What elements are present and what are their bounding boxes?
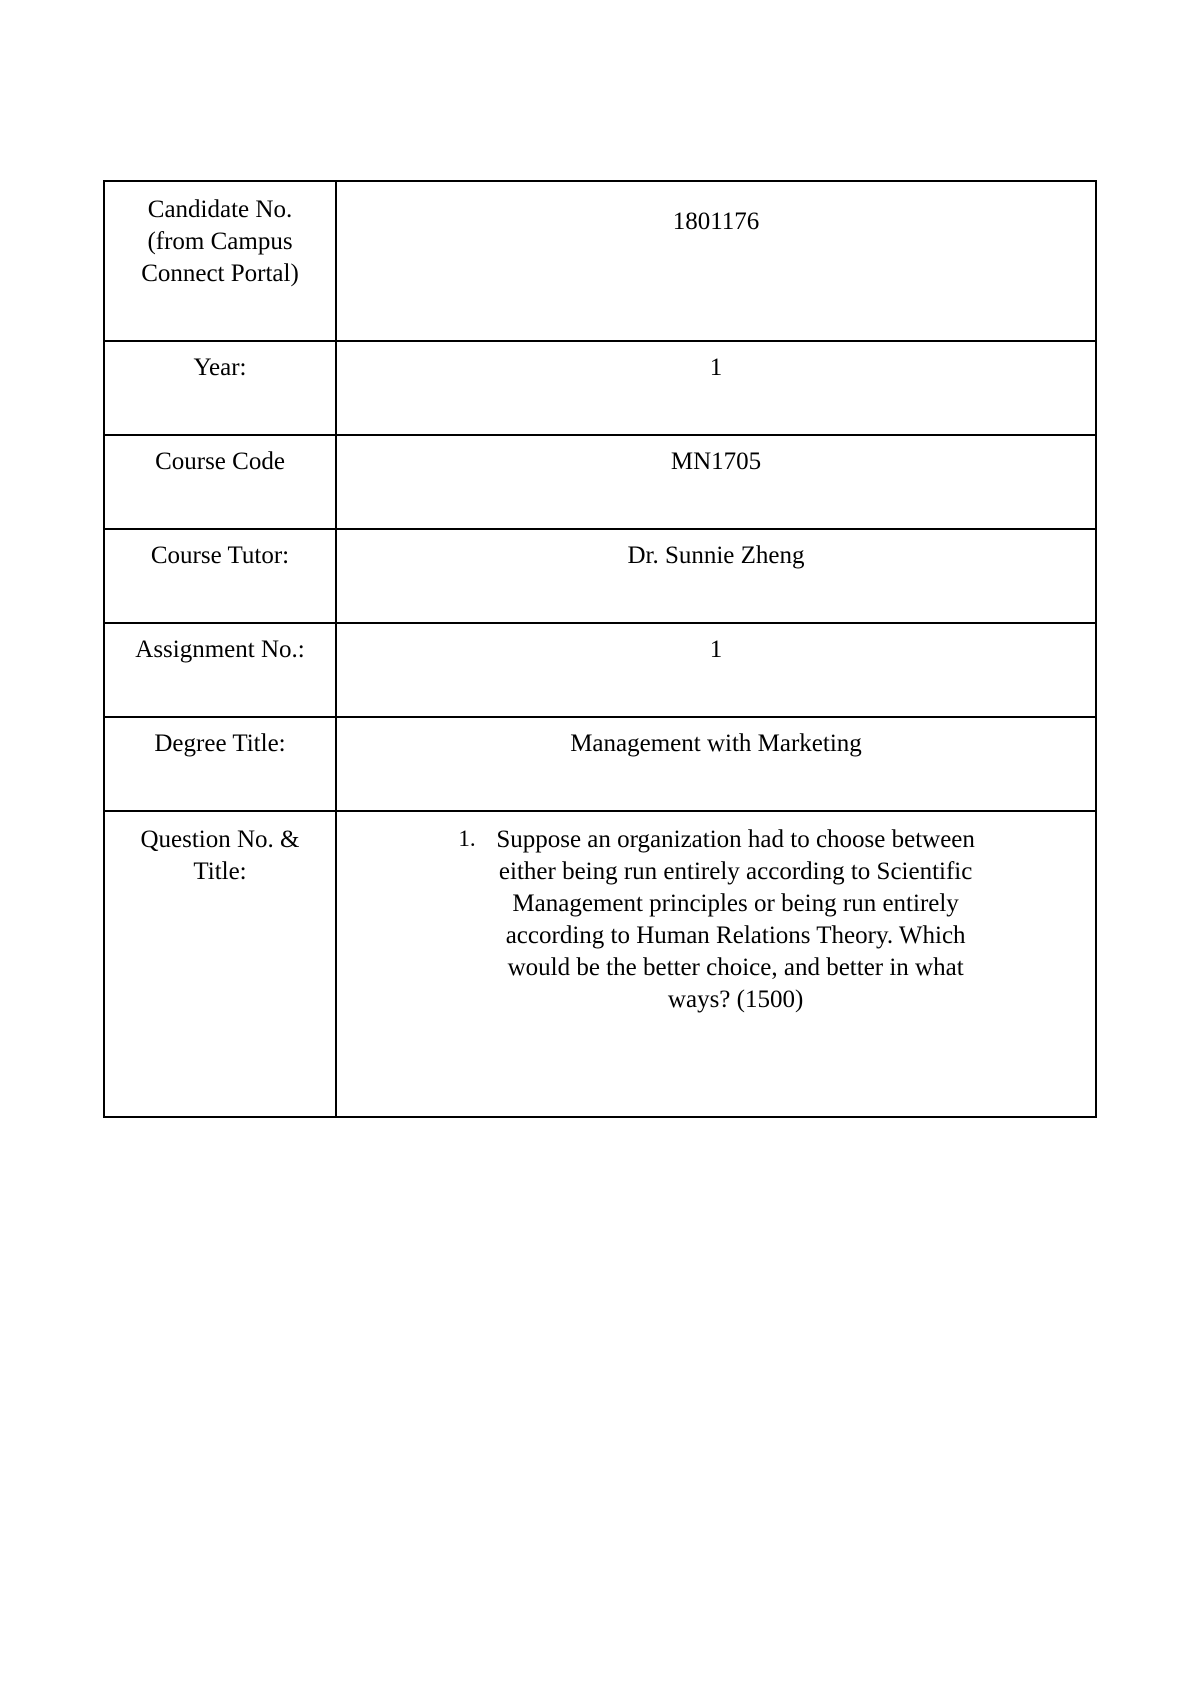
coursework-cover-table: Candidate No. (from Campus Connect Porta… bbox=[103, 180, 1097, 1118]
label-candidate-no: Candidate No. (from Campus Connect Porta… bbox=[104, 181, 336, 341]
row-candidate-no: Candidate No. (from Campus Connect Porta… bbox=[104, 181, 1096, 341]
value-year: 1 bbox=[336, 341, 1096, 435]
label-degree-title: Degree Title: bbox=[104, 717, 336, 811]
row-course-tutor: Course Tutor: Dr. Sunnie Zheng bbox=[104, 529, 1096, 623]
label-course-code: Course Code bbox=[104, 435, 336, 529]
label-line: Question No. & bbox=[123, 824, 317, 856]
value-candidate-no: 1801176 bbox=[336, 181, 1096, 341]
label-line: (from Campus bbox=[123, 226, 317, 258]
value-question: 1. Suppose an organization had to choose… bbox=[336, 811, 1096, 1117]
label-line: Candidate No. bbox=[123, 194, 317, 226]
value-assignment-no: 1 bbox=[336, 623, 1096, 717]
value-course-tutor: Dr. Sunnie Zheng bbox=[336, 529, 1096, 623]
label-course-tutor: Course Tutor: bbox=[104, 529, 336, 623]
row-question: Question No. & Title: 1. Suppose an orga… bbox=[104, 811, 1096, 1117]
label-line: Title: bbox=[123, 856, 317, 888]
question-text: Suppose an organization had to choose be… bbox=[486, 824, 1026, 1016]
value-degree-title: Management with Marketing bbox=[336, 717, 1096, 811]
question-number: 1. bbox=[406, 824, 485, 1016]
row-assignment-no: Assignment No.: 1 bbox=[104, 623, 1096, 717]
label-year: Year: bbox=[104, 341, 336, 435]
row-year: Year: 1 bbox=[104, 341, 1096, 435]
row-course-code: Course Code MN1705 bbox=[104, 435, 1096, 529]
label-line: Connect Portal) bbox=[123, 258, 317, 290]
label-question: Question No. & Title: bbox=[104, 811, 336, 1117]
value-course-code: MN1705 bbox=[336, 435, 1096, 529]
label-assignment-no: Assignment No.: bbox=[104, 623, 336, 717]
row-degree-title: Degree Title: Management with Marketing bbox=[104, 717, 1096, 811]
